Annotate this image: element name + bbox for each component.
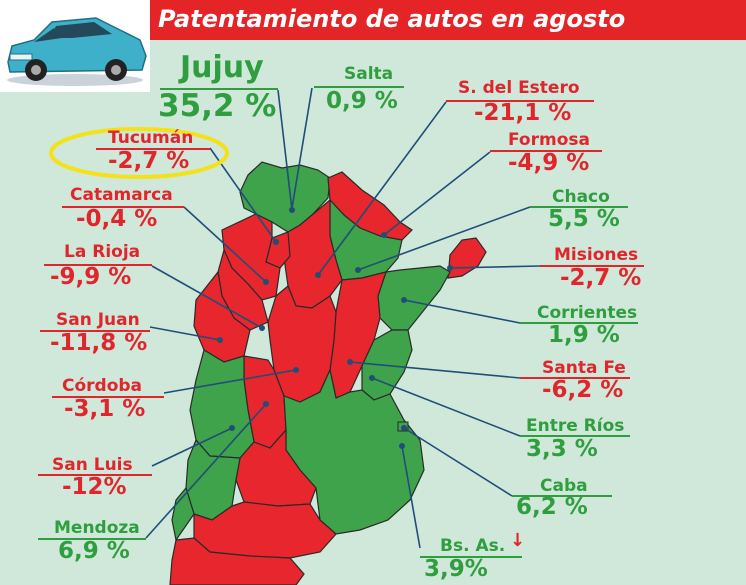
marker-dot [315,272,321,278]
marker-dot [401,425,407,431]
label-sanjuan-name: San Juan [56,310,140,330]
underline [96,148,210,150]
label-jujuy-value: 35,2 % [158,88,277,124]
title-bar: Patentamiento de autos en agosto [140,0,746,40]
label-sanluis-value: -12% [62,474,127,500]
underline [512,495,612,497]
label-misiones-name: Misiones [554,245,639,265]
marker-dot [381,232,387,238]
underline [490,150,602,152]
label-formosa-name: Formosa [508,130,590,150]
marker-dot [399,443,405,449]
underline [540,265,644,267]
label-formosa-value: -4,9 % [508,150,590,176]
region-rionegro [193,501,337,559]
label-mendoza-name: Mendoza [54,518,140,538]
marker-dot [369,375,375,381]
label-entrerios-name: Entre Ríos [526,416,625,436]
marker-dot [347,359,353,365]
label-santafe-name: Santa Fe [542,358,626,378]
marker-dot [447,265,453,271]
underline [44,264,152,266]
underline [530,206,628,208]
underline [38,538,146,540]
label-sanluis-name: San Luis [52,455,133,475]
car-icon [7,17,147,86]
label-sdelestero-name: S. del Estero [458,78,580,98]
marker-dot [355,267,361,273]
region-sanjuan [193,270,251,363]
label-corrientes-value: 1,9 % [548,322,620,348]
underline [420,556,522,558]
marker-dot [401,297,407,303]
marker-dot [273,239,279,245]
marker-dot [259,325,265,331]
underline [62,206,184,208]
underline [160,88,278,90]
label-chaco-name: Chaco [552,187,610,207]
label-sdelestero-value: -21,1 % [474,100,572,126]
marker-dot [217,337,223,343]
region-chubut [169,537,305,585]
underline [520,322,638,324]
label-tucuman-value: -2,7 % [108,148,190,174]
label-larioja-value: -9,9 % [50,264,132,290]
label-larioja-name: La Rioja [64,242,141,262]
label-cordoba-value: -3,1 % [64,396,146,422]
label-jujuy-name: Jujuy [180,50,264,85]
label-sanjuan-value: -11,8 % [50,330,148,356]
label-bsas-value: 3,9% [424,556,488,582]
label-chaco-value: 5,5 % [548,206,620,232]
label-misiones-value: -2,7 % [560,265,642,291]
underline [40,330,150,332]
page-title: Patentamiento de autos en agosto [158,5,626,33]
label-salta-value: 0,9 % [326,88,398,114]
underline [38,474,152,476]
label-bsas-name: Bs. As. [440,536,506,556]
underline [446,100,594,102]
label-catamarca-value: -0,4 % [76,206,158,232]
label-tucuman-name: Tucumán [108,128,194,148]
label-caba-name: Caba [540,476,588,496]
label-mendoza-value: 6,9 % [58,538,130,564]
label-santafe-value: -6,2 % [542,377,624,403]
label-entrerios-value: 3,3 % [526,436,598,462]
marker-dot [263,279,269,285]
car-image-box [0,0,150,92]
marker-dot [293,367,299,373]
down-arrow-icon: ↓ [510,530,526,551]
underline [520,377,630,379]
highlight-ellipse [49,127,229,179]
label-salta-name: Salta [344,64,394,84]
label-corrientes-name: Corrientes [537,303,638,323]
underline [314,86,404,88]
marker-dot [263,401,269,407]
underline [52,396,164,398]
label-caba-value: 6,2 % [516,494,588,520]
underline [520,435,630,437]
label-catamarca-name: Catamarca [70,185,173,205]
marker-dot [229,425,235,431]
label-cordoba-name: Córdoba [62,376,143,396]
region-southern-strip [171,486,195,542]
marker-dot [289,207,295,213]
